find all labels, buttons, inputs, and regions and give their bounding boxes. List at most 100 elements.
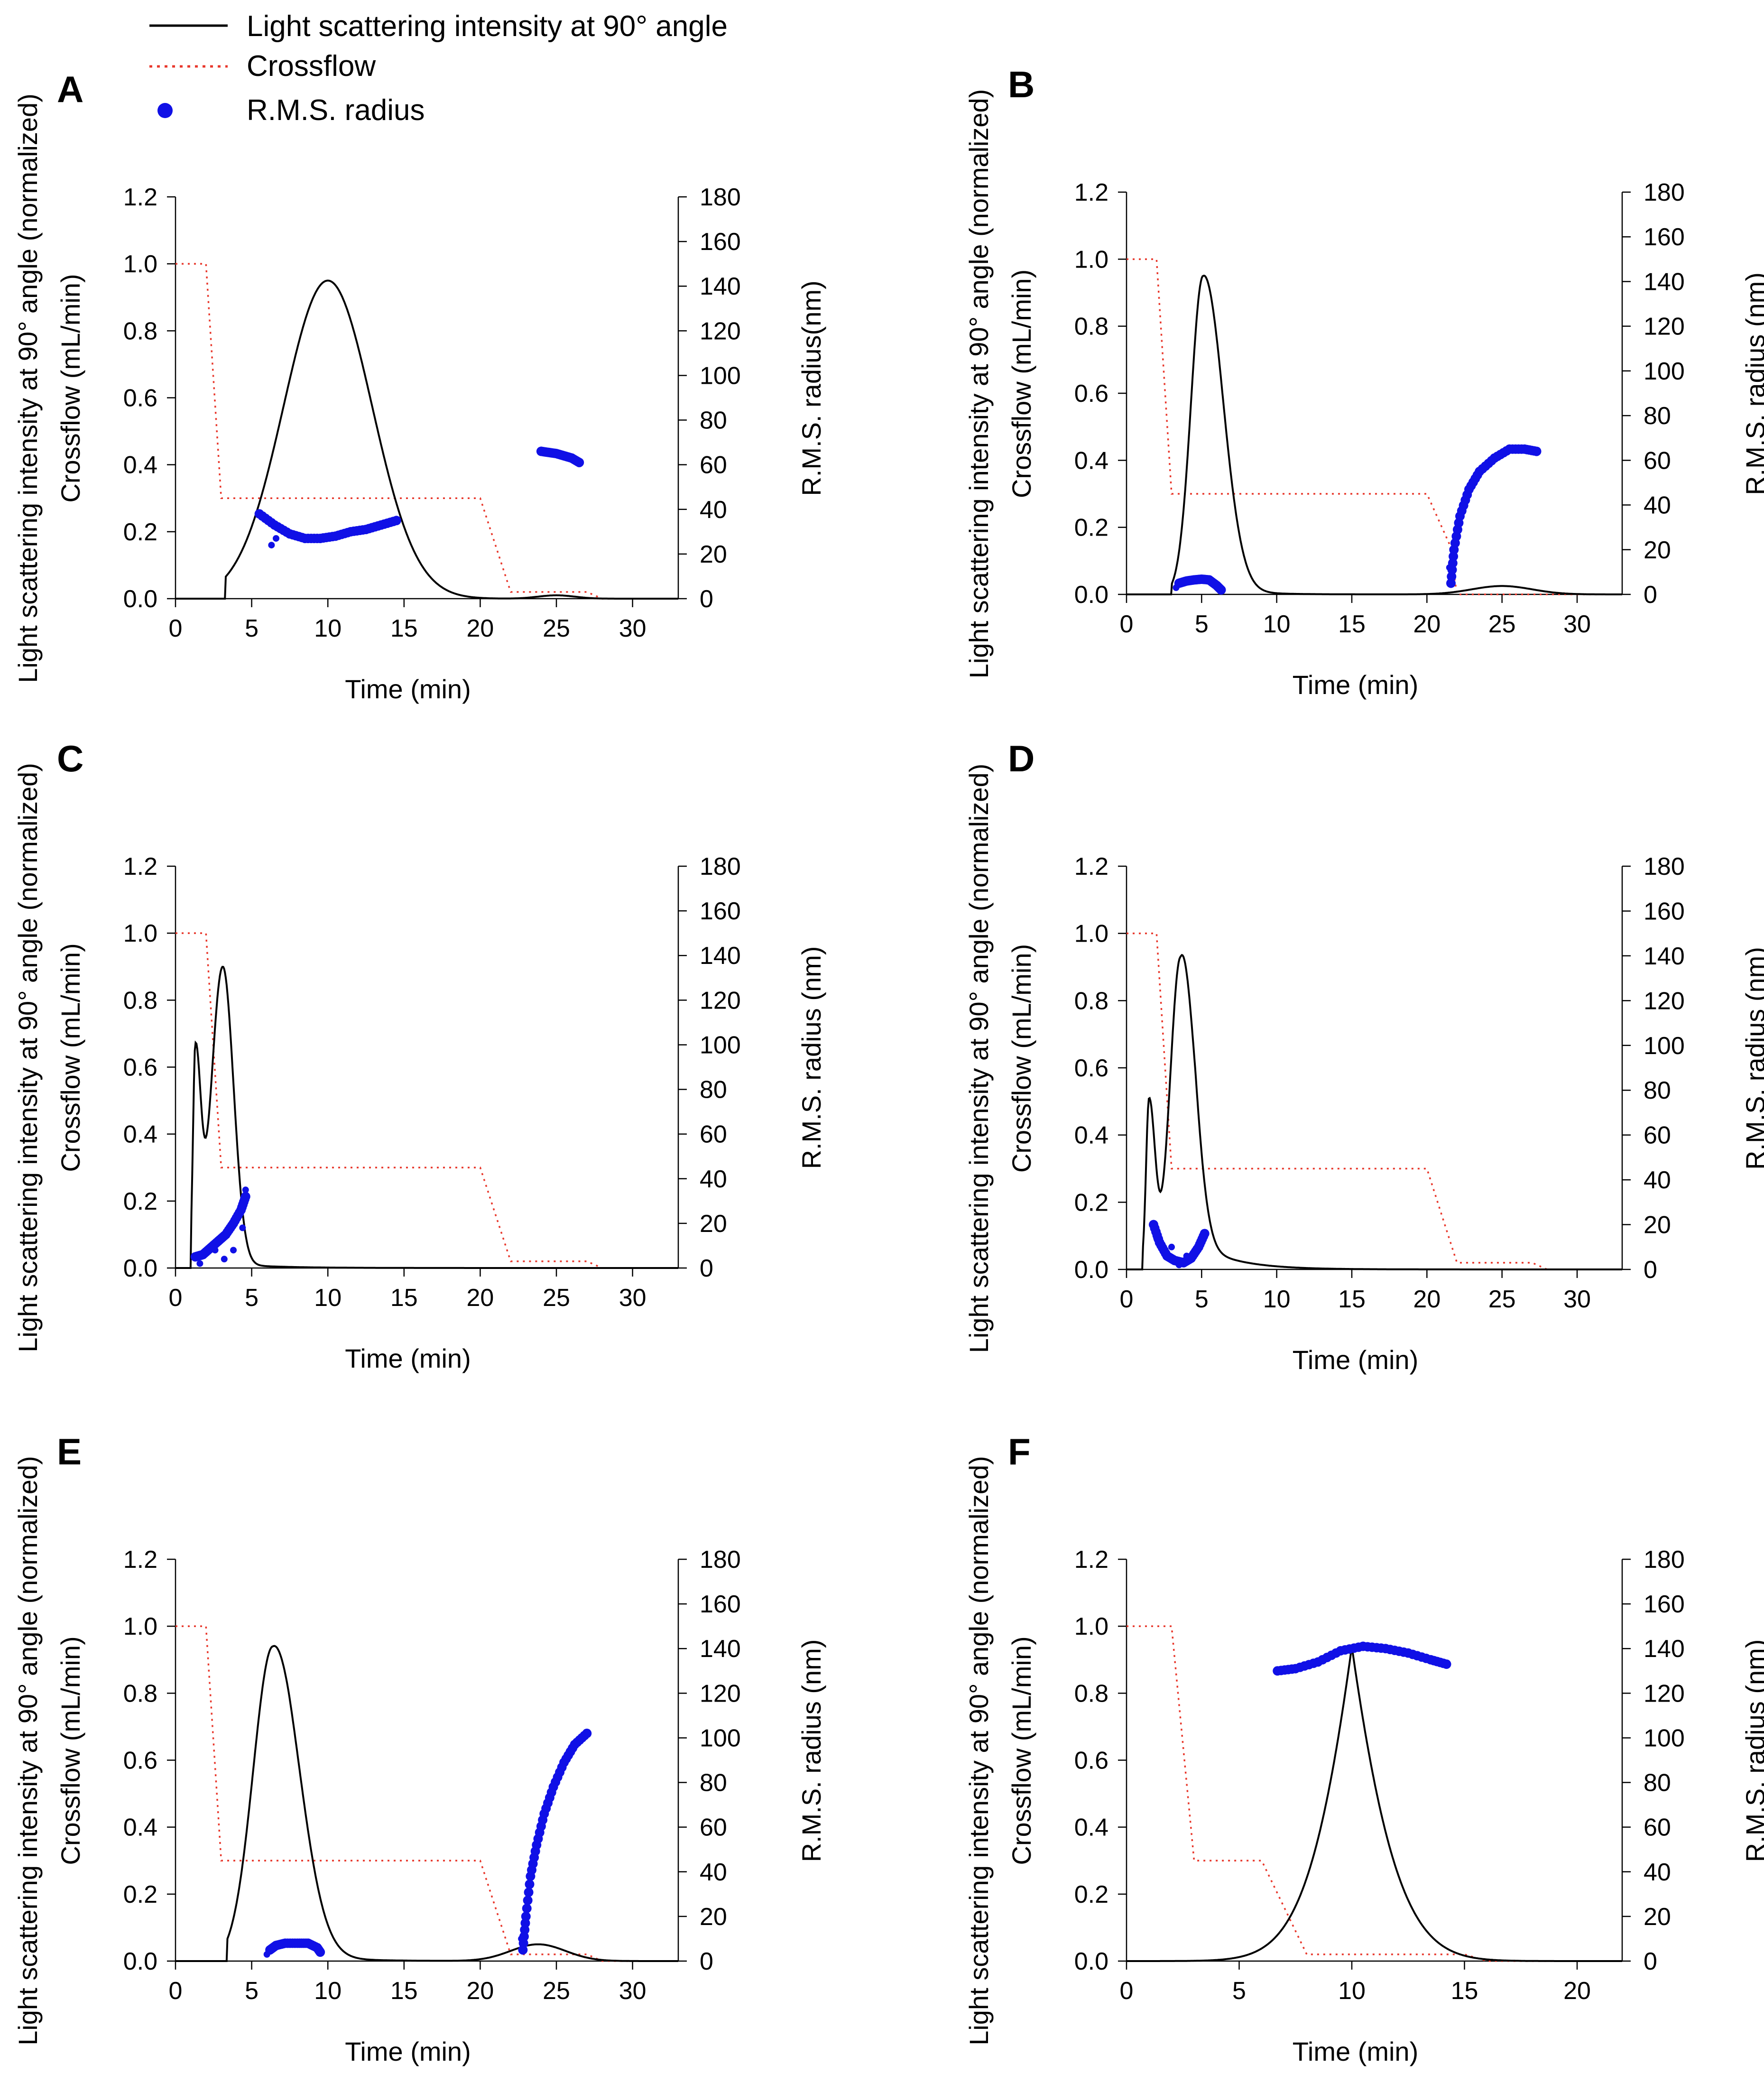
panel-d-crossflow-line — [1127, 932, 1622, 1270]
panel-c-rms-point — [212, 1247, 219, 1254]
panel-c-ytick-label: 0.4 — [123, 1121, 157, 1148]
panel-d-y2tick-label: 120 — [1644, 987, 1685, 1015]
panel-c-y2tick-label: 140 — [700, 942, 741, 970]
panel-b-ylabel-inner: Crossflow (mL/min) — [1007, 269, 1036, 498]
panel-d-y2tick-label: 0 — [1644, 1256, 1657, 1284]
panel-e-ytick-label: 0.4 — [123, 1814, 157, 1842]
panel-d-y2tick-label: 20 — [1644, 1212, 1671, 1239]
panel-a-y2tick-label: 0 — [700, 585, 713, 613]
panel-d-ylabel-right: R.M.S. radius (nm) — [1740, 947, 1764, 1170]
panel-e-light-scattering-line — [175, 1645, 678, 1962]
panel-e-y2tick-label: 160 — [700, 1591, 741, 1618]
panel-c-ytick-label: 0.6 — [123, 1054, 157, 1082]
panel-b-ytick-label: 0.0 — [1074, 581, 1108, 609]
panel-c-xtick-label: 15 — [390, 1284, 418, 1312]
panel-b-ytick-label: 1.2 — [1074, 179, 1108, 206]
panel-e-ytick-label: 0.0 — [123, 1948, 157, 1975]
panel-b-y2tick-label: 180 — [1644, 179, 1685, 206]
panel-c-ytick-label: 1.2 — [123, 853, 157, 880]
panel-c-ytick-label: 0.2 — [123, 1188, 157, 1215]
panel-a-y2tick-label: 100 — [700, 362, 741, 389]
panel-d-ytick-label: 0.2 — [1074, 1189, 1108, 1216]
panel-f-y2tick-label: 40 — [1644, 1859, 1671, 1886]
panel-d-y2tick-label: 40 — [1644, 1166, 1671, 1194]
panel-d-ytick-label: 1.0 — [1074, 920, 1108, 948]
panels: A0.00.20.40.60.81.01.2020406080100120140… — [13, 64, 1764, 2066]
panel-c-rms-point — [242, 1186, 249, 1194]
panel-c-rms-point — [221, 1256, 228, 1263]
panel-d-y2tick-label: 160 — [1644, 898, 1685, 925]
panel-d-xtick-label: 30 — [1563, 1286, 1591, 1313]
panel-a-rms-point — [273, 535, 279, 542]
panel-f-xlabel: Time (min) — [1293, 2036, 1418, 2066]
panel-c-ytick-label: 0.0 — [123, 1255, 157, 1282]
legend: Light scattering intensity at 90° angle … — [149, 10, 728, 127]
panel-f-y2tick-label: 140 — [1644, 1635, 1685, 1663]
panel-e-xtick-label: 20 — [467, 1977, 494, 2005]
panel-d-xtick-label: 10 — [1263, 1286, 1291, 1313]
panel-a-y2tick-label: 140 — [700, 273, 741, 300]
panel-c: C0.00.20.40.60.81.01.2020406080100120140… — [13, 738, 826, 1373]
panel-e-xlabel: Time (min) — [345, 2036, 471, 2066]
panel-e-y2tick-label: 60 — [700, 1814, 727, 1842]
panel-e-rms-point — [263, 1951, 270, 1958]
panel-d: D0.00.20.40.60.81.01.2020406080100120140… — [964, 738, 1764, 1375]
legend-label-crossflow: Crossflow — [247, 50, 376, 83]
panel-c-y2tick-label: 100 — [700, 1031, 741, 1059]
panel-a-ytick-label: 0.0 — [123, 585, 157, 613]
panel-f-y2tick-label: 160 — [1644, 1591, 1685, 1618]
panel-a-ytick-label: 0.2 — [123, 518, 157, 546]
panel-d-rms-point — [1183, 1252, 1190, 1259]
panel-f-y2tick-label: 120 — [1644, 1680, 1685, 1707]
panel-d-xtick-label: 0 — [1120, 1286, 1134, 1313]
panel-f: F0.00.20.40.60.81.01.2020406080100120140… — [964, 1431, 1764, 2066]
panel-f-xtick-label: 15 — [1451, 1977, 1478, 2005]
panel-a-ylabel-inner: Crossflow (mL/min) — [55, 274, 85, 502]
panel-b-xtick-label: 20 — [1413, 611, 1441, 638]
panel-d-ylabel-inner: Crossflow (mL/min) — [1007, 944, 1036, 1173]
panel-f-crossflow-line — [1127, 1625, 1622, 1962]
panel-c-xtick-label: 20 — [467, 1284, 494, 1312]
panel-f-ylabel-outer: Light scattering intensity at 90° angle … — [964, 1456, 994, 2046]
panel-d-ytick-label: 0.6 — [1074, 1055, 1108, 1082]
panel-c-xlabel: Time (min) — [345, 1343, 471, 1373]
panel-a-xtick-label: 20 — [467, 615, 494, 642]
panel-a-rms-point — [391, 516, 401, 526]
panel-d-rms-point — [1168, 1243, 1175, 1250]
panel-b-xtick-label: 5 — [1195, 611, 1209, 638]
panel-a-crossflow-line — [175, 263, 678, 600]
panel-e-ytick-label: 0.2 — [123, 1881, 157, 1908]
panel-f-y2tick-label: 60 — [1644, 1814, 1671, 1842]
panel-c-ylabel-right: R.M.S. radius (nm) — [796, 946, 826, 1169]
panel-f-y2tick-label: 80 — [1644, 1769, 1671, 1797]
panel-b-y2tick-label: 80 — [1644, 402, 1671, 430]
panel-e-rms-point — [522, 1903, 532, 1913]
panel-e-ytick-label: 1.2 — [123, 1546, 157, 1574]
panel-e-rms-point — [315, 1947, 325, 1957]
panel-f-ytick-label: 1.2 — [1074, 1546, 1108, 1574]
panel-c-xtick-label: 0 — [169, 1284, 183, 1312]
panel-c-ylabel-outer: Light scattering intensity at 90° angle … — [13, 763, 43, 1352]
panel-b-y2tick-label: 40 — [1644, 492, 1671, 519]
panel-a-ytick-label: 0.8 — [123, 317, 157, 345]
panel-b-y2tick-label: 60 — [1644, 447, 1671, 474]
panel-b-ytick-label: 0.4 — [1074, 447, 1108, 474]
panel-d-rms-point — [1153, 1234, 1160, 1241]
panel-b-crossflow-line — [1127, 258, 1622, 595]
panel-e-rms-point — [523, 1896, 533, 1906]
panel-b-xtick-label: 30 — [1563, 611, 1591, 638]
panel-e-ylabel-right: R.M.S. radius (nm) — [796, 1639, 826, 1862]
panel-e-ylabel-outer: Light scattering intensity at 90° angle … — [13, 1456, 43, 2046]
panel-b-ytick-label: 0.2 — [1074, 514, 1108, 542]
panel-a: A0.00.20.40.60.81.01.2020406080100120140… — [13, 68, 826, 704]
panel-b-ytick-label: 0.8 — [1074, 313, 1108, 341]
panel-e-rms-point — [518, 1935, 525, 1942]
panel-c-rms-point — [239, 1224, 246, 1231]
panel-b-xtick-label: 10 — [1263, 611, 1291, 638]
panel-b-y2tick-label: 140 — [1644, 268, 1685, 296]
panel-a-y2tick-label: 180 — [700, 184, 741, 211]
panel-a-xtick-label: 25 — [543, 615, 570, 642]
panel-b-rms-point — [1216, 585, 1226, 595]
panel-a-ytick-label: 1.0 — [123, 250, 157, 278]
panel-a-xtick-label: 5 — [245, 615, 259, 642]
